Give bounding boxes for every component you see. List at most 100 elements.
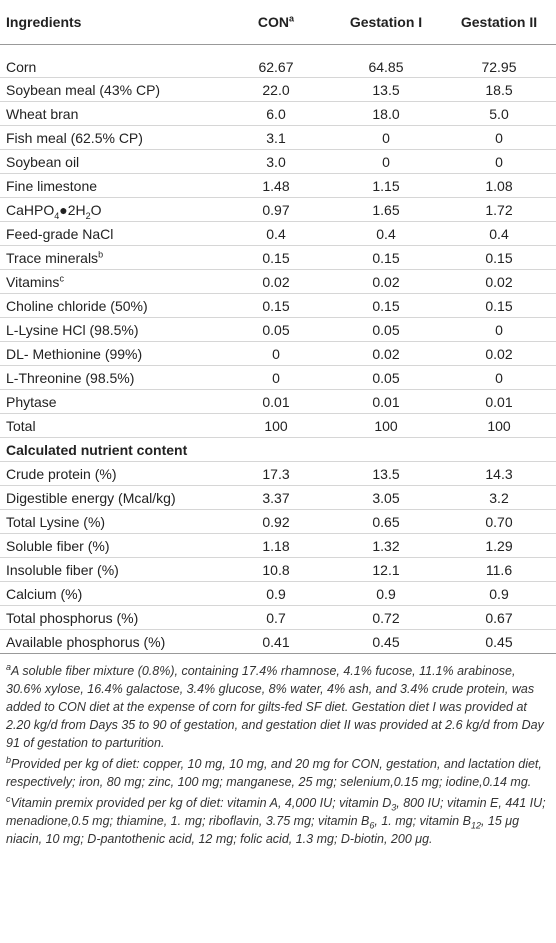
cell-value: 1.65 xyxy=(330,197,442,222)
row-label: Total xyxy=(0,413,222,438)
text: Available phosphorus (%) xyxy=(6,633,166,650)
text: O xyxy=(90,201,102,218)
section-heading: Calculated nutrient content xyxy=(0,437,556,462)
text: Corn xyxy=(6,59,37,75)
table-row: L-Threonine (98.5%) 0 0.05 0 xyxy=(0,365,556,390)
cell-value: 12.1 xyxy=(330,557,442,582)
text: Total phosphorus (%) xyxy=(6,609,139,626)
cell-value: 1.72 xyxy=(442,197,556,222)
cell-value: 6.0 xyxy=(222,101,330,126)
cell-value: 0.01 xyxy=(330,389,442,414)
footnote: cVitamin premix provided per kg of diet:… xyxy=(6,794,550,848)
cell-value: 0.15 xyxy=(330,245,442,270)
footnote: aA soluble fiber mixture (0.8%), contain… xyxy=(6,662,550,752)
row-label: Calcium (%) xyxy=(0,581,222,606)
table-row: Crude protein (%) 17.3 13.5 14.3 xyxy=(0,461,556,486)
cell-value: 0.65 xyxy=(330,509,442,534)
cell-value: 62.67 xyxy=(222,44,330,78)
cell-value: 0.02 xyxy=(442,269,556,294)
column-header: CONa xyxy=(222,0,330,45)
cell-value: 72.95 xyxy=(442,44,556,78)
cell-value: 0 xyxy=(442,149,556,174)
table-row: Fine limestone 1.48 1.15 1.08 xyxy=(0,173,556,198)
table-row: Feed-grade NaCl 0.4 0.4 0.4 xyxy=(0,221,556,246)
cell-value: 0 xyxy=(222,365,330,390)
table-row: DL- Methionine (99%) 0 0.02 0.02 xyxy=(0,341,556,366)
table-row: Calcium (%) 0.9 0.9 0.9 xyxy=(0,581,556,606)
column-header: Gestation I xyxy=(330,0,442,45)
cell-value: 1.08 xyxy=(442,173,556,198)
text: Gestation II xyxy=(460,14,538,30)
text: Choline chloride (50%) xyxy=(6,297,148,314)
superscript: b xyxy=(98,248,104,259)
row-label: Soybean meal (43% CP) xyxy=(0,77,222,102)
cell-value: 0.72 xyxy=(330,605,442,630)
row-label: L-Lysine HCl (98.5%) xyxy=(0,317,222,342)
text: Provided per kg of diet: copper, 10 mg, … xyxy=(6,757,542,789)
row-label: Total Lysine (%) xyxy=(0,509,222,534)
cell-value: 0.9 xyxy=(442,581,556,606)
cell-value: 0.15 xyxy=(222,293,330,318)
table-body: Corn 62.67 64.85 72.95 Soybean meal (43% CP)… xyxy=(0,44,556,654)
cell-value: 1.48 xyxy=(222,173,330,198)
cell-value: 64.85 xyxy=(330,44,442,78)
row-label: Wheat bran xyxy=(0,101,222,126)
row-label: Corn xyxy=(0,44,222,78)
cell-value: 0 xyxy=(330,149,442,174)
header-row: Ingredients CONa Gestation I Gestation II xyxy=(0,0,556,45)
cell-value: 0.05 xyxy=(330,317,442,342)
cell-value: 0.9 xyxy=(330,581,442,606)
cell-value: 5.0 xyxy=(442,101,556,126)
text: Crude protein (%) xyxy=(6,465,117,482)
row-label: Soluble fiber (%) xyxy=(0,533,222,558)
row-label: Crude protein (%) xyxy=(0,461,222,486)
text: Soybean meal (43% CP) xyxy=(6,81,161,98)
cell-value: 0.4 xyxy=(330,221,442,246)
subscript: 3 xyxy=(391,802,397,813)
cell-value: 3.1 xyxy=(222,125,330,150)
text: Total Lysine (%) xyxy=(6,513,106,530)
cell-value: 1.15 xyxy=(330,173,442,198)
cell-value: 0.45 xyxy=(442,629,556,654)
cell-value: 22.0 xyxy=(222,77,330,102)
row-label: Vitaminsc xyxy=(0,269,222,294)
superscript: a xyxy=(289,13,295,24)
text: , 1. mg; vitamin B xyxy=(374,814,471,828)
text: Insoluble fiber (%) xyxy=(6,561,119,578)
text: Vitamins xyxy=(6,273,60,290)
cell-value: 100 xyxy=(442,413,556,438)
subscript: 12 xyxy=(470,820,481,831)
text: Gestation I xyxy=(349,14,423,30)
cell-value: 0.05 xyxy=(330,365,442,390)
table-row: Soybean oil 3.0 0 0 xyxy=(0,149,556,174)
cell-value: 3.0 xyxy=(222,149,330,174)
superscript: c xyxy=(59,272,64,283)
text: Calcium (%) xyxy=(6,585,83,602)
cell-value: 18.5 xyxy=(442,77,556,102)
cell-value: 100 xyxy=(222,413,330,438)
cell-value: 1.29 xyxy=(442,533,556,558)
cell-value: 13.5 xyxy=(330,461,442,486)
text: , 15 μg niacin, 10 mg; D-pantothenic aci… xyxy=(6,814,520,846)
text: CON xyxy=(257,14,290,30)
row-label: Fine limestone xyxy=(0,173,222,198)
cell-value: 0 xyxy=(442,365,556,390)
cell-value: 0 xyxy=(442,317,556,342)
row-label: Phytase xyxy=(0,389,222,414)
row-label: DL- Methionine (99%) xyxy=(0,341,222,366)
column-header: Ingredients xyxy=(0,0,222,45)
column-header: Gestation II xyxy=(442,0,556,45)
text: CaHPO xyxy=(6,201,55,218)
cell-value: 0.4 xyxy=(222,221,330,246)
cell-value: 0.15 xyxy=(222,245,330,270)
text: A soluble fiber mixture (0.8%), containi… xyxy=(6,664,544,750)
cell-value: 0.15 xyxy=(442,245,556,270)
superscript: a xyxy=(6,661,12,672)
cell-value: 0.05 xyxy=(222,317,330,342)
cell-value: 0.02 xyxy=(330,341,442,366)
cell-value: 0.9 xyxy=(222,581,330,606)
text: Total xyxy=(6,417,36,434)
row-label: Available phosphorus (%) xyxy=(0,629,222,654)
row-label: Soybean oil xyxy=(0,149,222,174)
